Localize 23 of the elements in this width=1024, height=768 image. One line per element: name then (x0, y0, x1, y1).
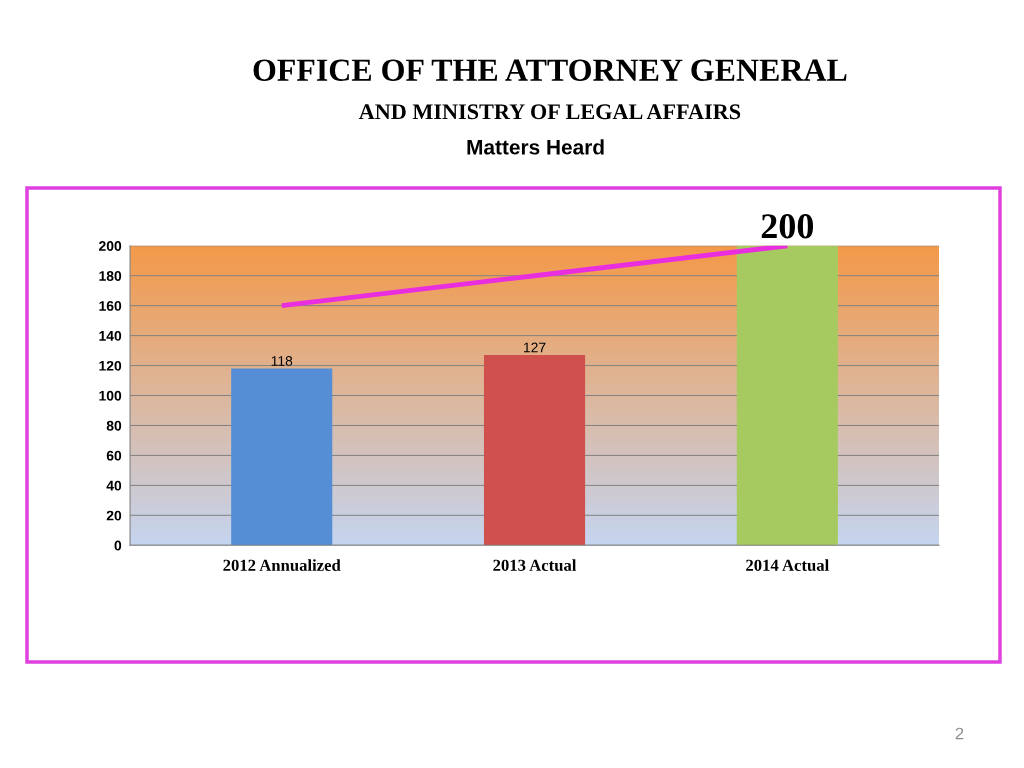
y-tick-label: 20 (106, 510, 122, 521)
bar (736, 245, 838, 546)
y-tick-label: 200 (99, 241, 122, 251)
y-tick-label: 100 (99, 390, 122, 401)
data-label: 127 (524, 342, 546, 353)
chart-title: OFFICE OF THE ATTORNEY GENERAL AND MINISTRY OF LEGAL AFFAIRS (253, 59, 847, 120)
y-tick-label: 180 (99, 271, 122, 281)
x-tick-label: 2012 Annualized (223, 559, 341, 571)
chart-subtitle: Matters Heard (467, 139, 604, 155)
y-tick-label: 140 (99, 330, 122, 341)
x-tick-label: 2013 Actual (493, 559, 577, 571)
y-tick-label: 0 (114, 540, 122, 551)
y-tick-label: 60 (106, 450, 122, 461)
x-tick-label: 2014 Actual (746, 559, 829, 571)
text: 2 (955, 727, 964, 740)
y-tick-label: 80 (106, 420, 122, 431)
y-tick-label: 40 (106, 480, 122, 491)
data-label: 200 (761, 214, 814, 239)
y-tick-label: 160 (99, 301, 122, 311)
y-tick-label: 120 (99, 360, 122, 371)
data-label: 118 (271, 355, 293, 366)
bar (231, 368, 333, 546)
bar (483, 355, 586, 546)
